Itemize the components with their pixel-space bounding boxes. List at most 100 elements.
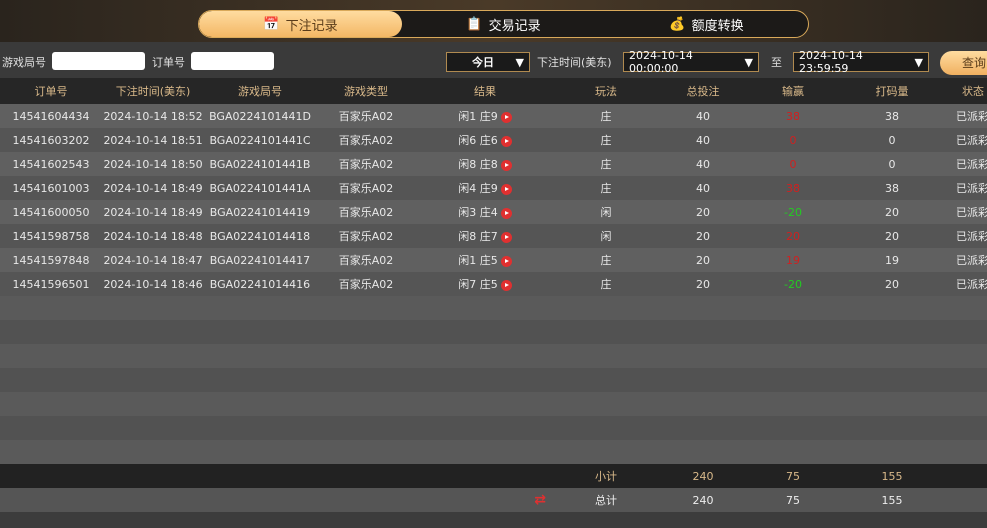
table-row[interactable]: 14541602543 2024-10-14 18:50 BGA0224101441… <box>0 152 987 176</box>
cell-8: 0 <box>838 152 946 176</box>
cell-7: 38 <box>748 104 838 128</box>
table-header: 订单号 下注时间(美东) 游戏局号 游戏类型 结果 玩法 总投注 输赢 打码量 状态 <box>0 78 987 104</box>
cell-text: 38 <box>885 181 899 195</box>
play-replay-icon[interactable] <box>500 111 512 123</box>
cell-text: 闲3 庄4 <box>458 206 498 219</box>
spacer <box>0 488 416 512</box>
cell-text: 已派彩 <box>956 278 987 291</box>
table-row[interactable]: 14541598758 2024-10-14 18:48 BGA0224101441… <box>0 224 987 248</box>
table-row[interactable]: 14541601003 2024-10-14 18:49 BGA0224101441… <box>0 176 987 200</box>
table-row[interactable]: 14541604434 2024-10-14 18:52 BGA0224101441… <box>0 104 987 128</box>
cell-text: BGA0224101441C <box>209 133 311 147</box>
refresh-cell: ⇄ <box>416 488 554 512</box>
cell-text: 20 <box>885 229 899 243</box>
empty-cell <box>0 392 987 416</box>
cell-text: 19 <box>786 253 800 267</box>
play-replay-icon[interactable] <box>500 159 512 171</box>
query-button[interactable]: 查询 <box>940 51 987 75</box>
cell-7: 0 <box>748 152 838 176</box>
column-header: 游戏局号 <box>204 78 316 104</box>
cell-9: 已派彩 <box>946 200 987 224</box>
cell-3: 百家乐A02 <box>316 200 416 224</box>
refresh-icon[interactable]: ⇄ <box>534 492 546 508</box>
cell-text: 百家乐A02 <box>338 182 394 195</box>
cell-text: 闲8 庄7 <box>458 230 498 243</box>
column-header: 玩法 <box>554 78 658 104</box>
table-row[interactable]: 14541596501 2024-10-14 18:46 BGA0224101441… <box>0 272 987 296</box>
cell-text: 庄 <box>600 134 612 147</box>
cell-text: 闲1 庄9 <box>458 110 498 123</box>
cell-text: 20 <box>696 205 710 219</box>
cell-text: 2024-10-14 18:52 <box>103 109 203 123</box>
cell-text: 40 <box>696 157 710 171</box>
subtotal-code: 155 <box>838 464 946 488</box>
cell-9: 已派彩 <box>946 248 987 272</box>
game-no-input[interactable] <box>52 52 145 70</box>
empty-row <box>0 368 987 392</box>
cell-text: 百家乐A02 <box>338 110 394 123</box>
cell-0: 14541601003 <box>0 176 102 200</box>
top-bar: 📅 下注记录 📋 交易记录 💰 额度转换 <box>0 0 987 42</box>
cell-text: BGA02241014416 <box>209 277 311 291</box>
empty-row <box>0 320 987 344</box>
cell-text: 百家乐A02 <box>338 206 394 219</box>
subtotal-label: 小计 <box>554 464 658 488</box>
cell-3: 百家乐A02 <box>316 104 416 128</box>
cell-text: 20 <box>696 253 710 267</box>
play-replay-icon[interactable] <box>500 255 512 267</box>
cell-text: 20 <box>786 229 800 243</box>
table-row[interactable]: 14541603202 2024-10-14 18:51 BGA0224101441… <box>0 128 987 152</box>
subtotal-bet: 240 <box>658 464 748 488</box>
cell-text: 2024-10-14 18:47 <box>103 253 203 267</box>
empty-cell <box>0 320 987 344</box>
period-select[interactable]: 今日 ▼ <box>446 52 530 72</box>
play-replay-icon[interactable] <box>500 279 512 291</box>
column-header: 打码量 <box>838 78 946 104</box>
tab-credit-transfer[interactable]: 💰 额度转换 <box>669 16 744 34</box>
cell-text: 2024-10-14 18:50 <box>103 157 203 171</box>
cell-6: 20 <box>658 272 748 296</box>
cell-5: 闲 <box>554 200 658 224</box>
total-code: 155 <box>838 488 946 512</box>
cell-text: 40 <box>696 133 710 147</box>
cell-4: 闲7 庄5 <box>416 272 554 296</box>
cell-text: 19 <box>885 253 899 267</box>
cell-3: 百家乐A02 <box>316 128 416 152</box>
cell-text: 0 <box>888 133 896 147</box>
cell-text: BGA02241014417 <box>209 253 311 267</box>
cell-5: 闲 <box>554 224 658 248</box>
cell-9: 已派彩 <box>946 104 987 128</box>
order-no-input[interactable] <box>191 52 274 70</box>
end-date-select[interactable]: 2024-10-14 23:59:59 ▼ <box>793 49 929 75</box>
cell-text: 闲1 庄5 <box>458 254 498 267</box>
cell-8: 19 <box>838 248 946 272</box>
cell-7: 0 <box>748 128 838 152</box>
cell-text: BGA0224101441D <box>209 109 311 123</box>
chevron-down-icon: ▼ <box>744 55 753 69</box>
table-row[interactable]: 14541597848 2024-10-14 18:47 BGA0224101441… <box>0 248 987 272</box>
play-replay-icon[interactable] <box>500 231 512 243</box>
cell-0: 14541597848 <box>0 248 102 272</box>
cell-5: 庄 <box>554 248 658 272</box>
cell-text: BGA0224101441A <box>209 181 311 195</box>
tab-bar: 📅 下注记录 📋 交易记录 💰 额度转换 <box>198 10 809 38</box>
cell-text: 14541601003 <box>12 181 90 195</box>
empty-cell <box>0 440 987 464</box>
cell-4: 闲8 庄7 <box>416 224 554 248</box>
bet-records-table: 订单号 下注时间(美东) 游戏局号 游戏类型 结果 玩法 总投注 输赢 打码量 状态 145416… <box>0 78 987 512</box>
play-replay-icon[interactable] <box>500 207 512 219</box>
cell-text: 2024-10-14 18:49 <box>103 181 203 195</box>
cell-6: 20 <box>658 248 748 272</box>
play-replay-icon[interactable] <box>500 135 512 147</box>
table-row[interactable]: 14541600050 2024-10-14 18:49 BGA0224101441… <box>0 200 987 224</box>
cell-text: -20 <box>784 277 802 291</box>
start-date-select[interactable]: 2024-10-14 00:00:00 ▼ <box>623 49 759 75</box>
tab-transaction-records[interactable]: 📋 交易记录 <box>466 16 541 34</box>
cell-text: 38 <box>885 109 899 123</box>
play-replay-icon[interactable] <box>500 183 512 195</box>
cell-text: 已派彩 <box>956 206 987 219</box>
cell-text: 14541597848 <box>12 253 90 267</box>
cell-text: 0 <box>789 157 797 171</box>
cell-text: 庄 <box>600 110 612 123</box>
tab-bet-records[interactable]: 📅 下注记录 <box>199 11 402 37</box>
